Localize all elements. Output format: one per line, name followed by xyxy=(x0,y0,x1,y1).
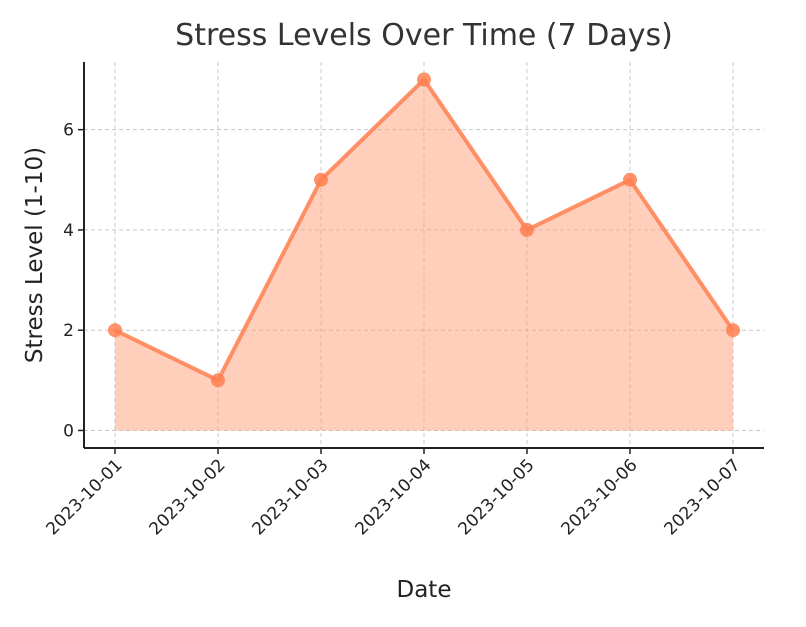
data-points xyxy=(108,72,740,388)
x-tick-label: 2023-10-07 xyxy=(661,455,745,539)
x-tick-label: 2023-10-03 xyxy=(249,455,333,539)
data-point xyxy=(211,373,225,388)
x-tick-label: 2023-10-02 xyxy=(146,455,230,539)
x-tick-label: 2023-10-04 xyxy=(352,455,436,539)
data-point xyxy=(108,323,122,338)
y-tick-label: 2 xyxy=(63,321,74,341)
x-tick-label: 2023-10-01 xyxy=(43,455,127,539)
y-tick-label: 6 xyxy=(63,121,74,141)
y-ticks: 0 2 4 6 xyxy=(63,121,84,441)
x-tick-label: 2023-10-05 xyxy=(455,455,539,539)
y-axis-label: Stress Level (1-10) xyxy=(22,147,48,363)
area-fill xyxy=(115,79,733,431)
x-axis-label: Date xyxy=(397,577,452,603)
x-tick-label: 2023-10-06 xyxy=(558,455,642,539)
data-point xyxy=(726,323,740,338)
x-ticks: 2023-10-01 2023-10-02 2023-10-03 2023-10-04… xyxy=(43,448,745,539)
chart-title: Stress Levels Over Time (7 Days) xyxy=(175,18,673,53)
data-point xyxy=(623,172,637,187)
data-point xyxy=(314,172,328,187)
y-tick-label: 4 xyxy=(63,221,74,241)
data-point xyxy=(520,222,534,237)
y-tick-label: 0 xyxy=(63,421,74,441)
data-point xyxy=(417,72,431,87)
